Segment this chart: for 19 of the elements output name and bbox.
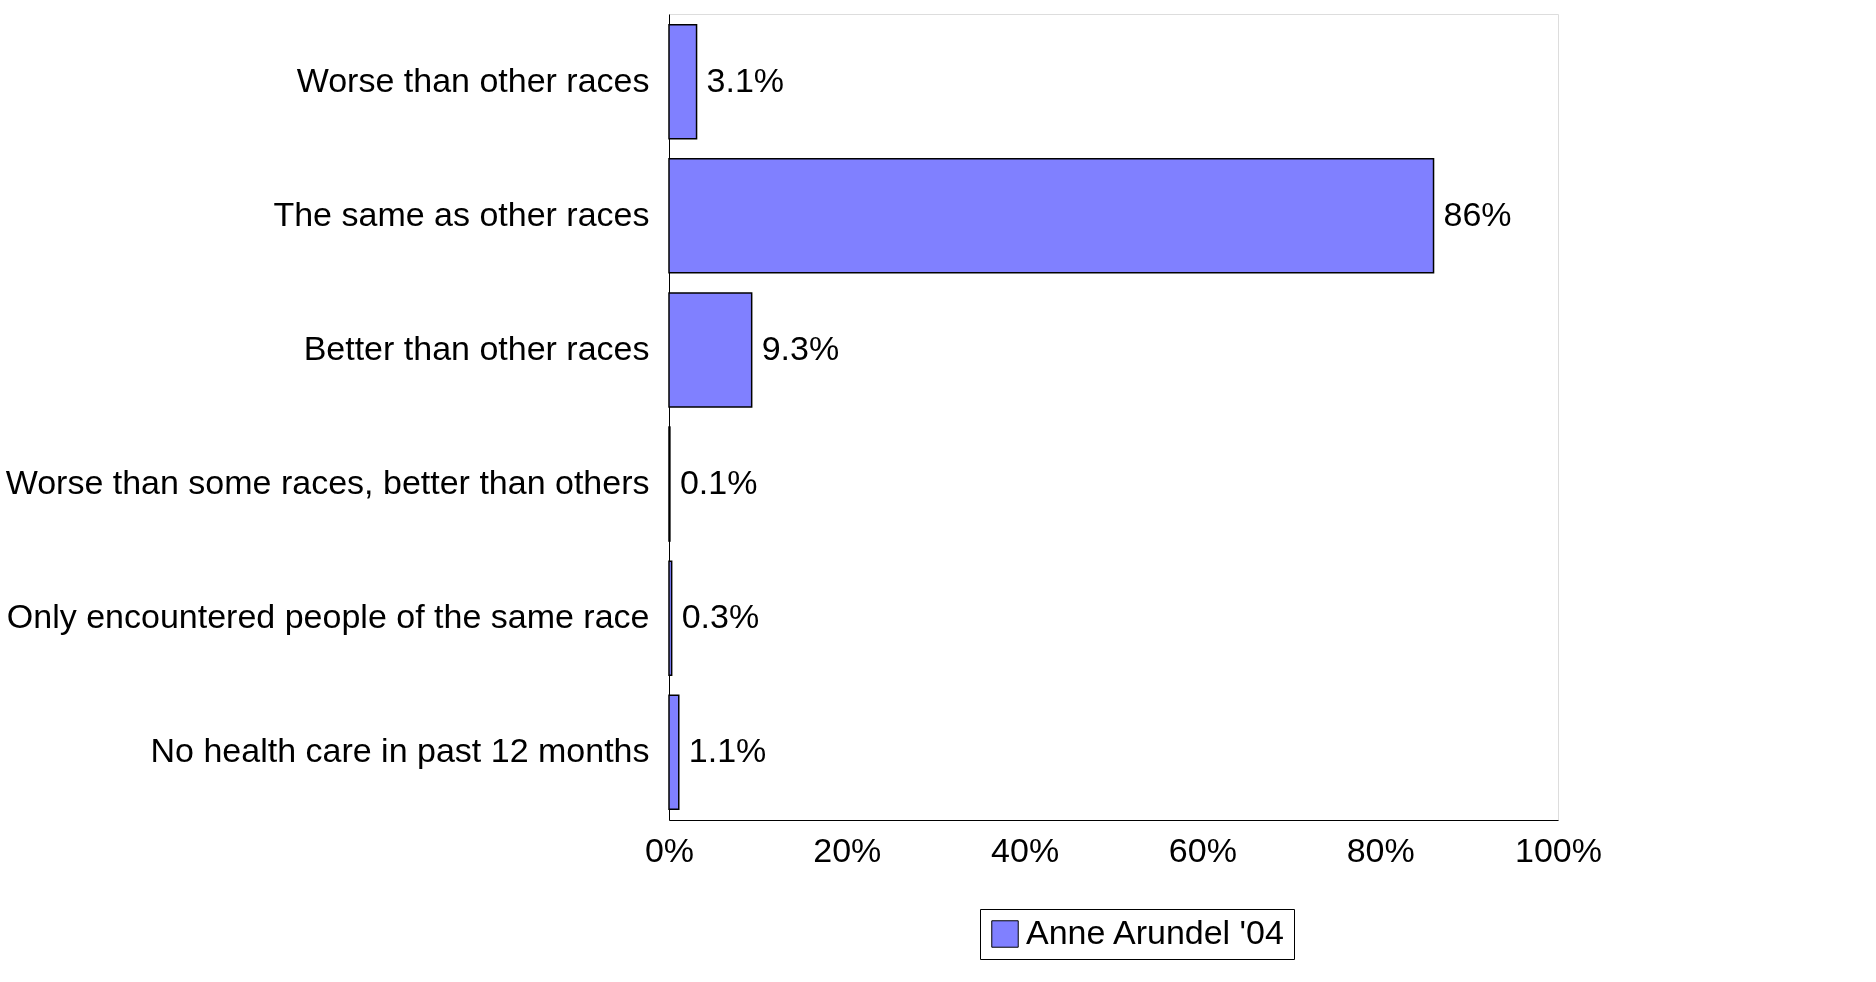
data-label: 0.3% <box>681 597 760 636</box>
legend-label: Anne Arundel '04 <box>1026 913 1284 951</box>
y-tick-label: Better than other races <box>303 328 650 367</box>
data-label: 1.1% <box>688 731 767 770</box>
x-tick-label: 100% <box>1515 830 1602 869</box>
data-label: 3.1% <box>706 60 785 99</box>
y-tick-label: Only encountered people of the same race <box>6 597 650 636</box>
y-tick-label: Worse than other races <box>296 60 650 99</box>
y-tick-label: Worse than some races, better than others <box>5 463 650 502</box>
data-label: 0.1% <box>679 463 758 502</box>
x-tick-label: 20% <box>813 830 882 869</box>
data-label: 9.3% <box>761 328 840 367</box>
x-tick-label: 40% <box>991 830 1060 869</box>
y-tick-label: The same as other races <box>273 194 650 233</box>
x-tick-label: 80% <box>1346 830 1415 869</box>
x-tick-label: 60% <box>1168 830 1237 869</box>
y-tick-label: No health care in past 12 months <box>150 731 650 770</box>
data-label: 86% <box>1443 194 1512 233</box>
x-tick-label: 0% <box>644 830 695 869</box>
